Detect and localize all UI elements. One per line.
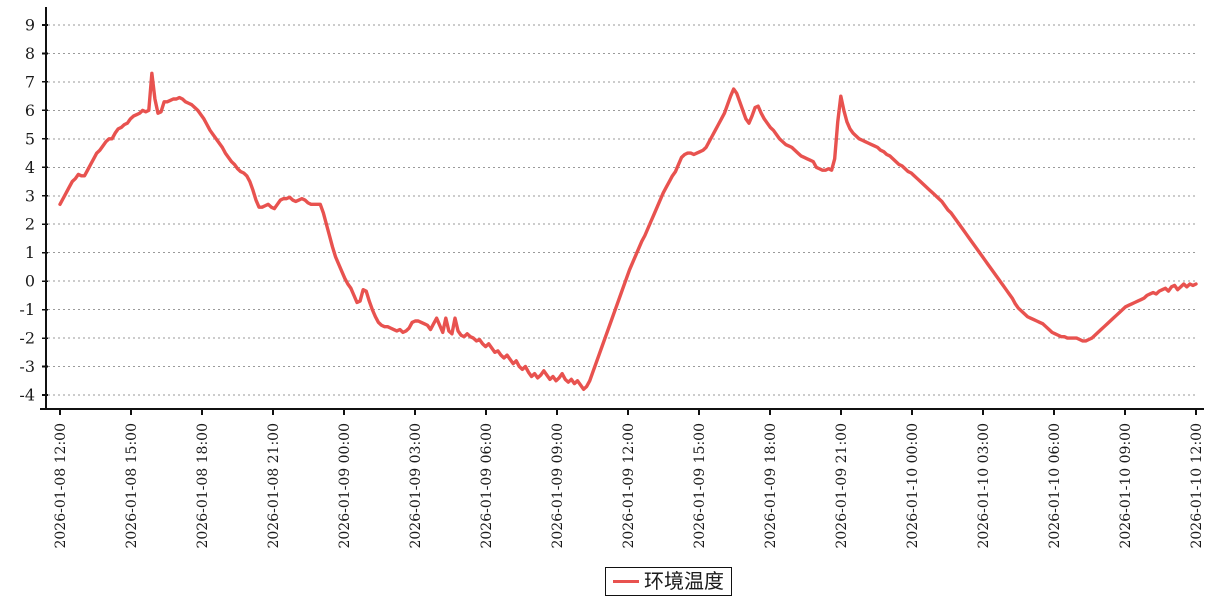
chart-legend[interactable]: 环境温度: [605, 567, 732, 596]
y-tick-labels: 9 8 7 6 5 4 3 2 1 0 -1 -2 -3 -4: [19, 16, 35, 405]
svg-text:2026-01-09 18:00: 2026-01-09 18:00: [763, 423, 779, 549]
svg-text:2026-01-10 00:00: 2026-01-10 00:00: [905, 423, 921, 549]
svg-text:2026-01-09 06:00: 2026-01-09 06:00: [479, 423, 495, 549]
svg-text:2026-01-08 15:00: 2026-01-08 15:00: [124, 423, 140, 549]
legend-label: 环境温度: [644, 569, 724, 593]
svg-text:2026-01-09 12:00: 2026-01-09 12:00: [621, 423, 637, 549]
svg-text:6: 6: [25, 101, 35, 120]
svg-text:2026-01-09 21:00: 2026-01-09 21:00: [834, 423, 850, 549]
svg-text:2026-01-08 18:00: 2026-01-08 18:00: [195, 423, 211, 549]
svg-text:2026-01-09 03:00: 2026-01-09 03:00: [408, 423, 424, 549]
y-axis: [42, 7, 48, 409]
svg-text:5: 5: [25, 129, 35, 148]
svg-text:9: 9: [25, 16, 35, 35]
x-axis: [40, 407, 1204, 415]
svg-text:2026-01-10 09:00: 2026-01-10 09:00: [1118, 423, 1134, 549]
svg-text:2026-01-10 03:00: 2026-01-10 03:00: [976, 423, 992, 549]
svg-text:0: 0: [25, 272, 35, 291]
svg-text:-3: -3: [19, 357, 35, 376]
svg-text:8: 8: [25, 44, 35, 63]
svg-text:2026-01-09 15:00: 2026-01-09 15:00: [692, 423, 708, 549]
svg-text:2026-01-09 00:00: 2026-01-09 00:00: [337, 423, 353, 549]
svg-text:2: 2: [25, 215, 35, 234]
svg-text:3: 3: [25, 186, 35, 205]
x-tick-labels: 2026-01-08 12:00 2026-01-08 15:00 2026-01-…: [53, 423, 1205, 549]
series-ambient-temperature: [58, 71, 1198, 392]
svg-text:7: 7: [25, 72, 35, 91]
legend-line-swatch-icon: [613, 579, 639, 583]
svg-text:4: 4: [25, 158, 35, 177]
svg-text:2026-01-08 21:00: 2026-01-08 21:00: [266, 423, 282, 549]
svg-text:1: 1: [25, 243, 35, 262]
svg-text:2026-01-10 12:00: 2026-01-10 12:00: [1189, 423, 1205, 549]
svg-text:-1: -1: [19, 300, 35, 319]
svg-text:2026-01-09 09:00: 2026-01-09 09:00: [550, 423, 566, 549]
svg-text:-4: -4: [19, 386, 35, 405]
svg-text:2026-01-08 12:00: 2026-01-08 12:00: [53, 423, 69, 549]
svg-text:2026-01-10 06:00: 2026-01-10 06:00: [1047, 423, 1063, 549]
svg-text:-2: -2: [19, 329, 35, 348]
grid-lines: [48, 24, 1196, 396]
